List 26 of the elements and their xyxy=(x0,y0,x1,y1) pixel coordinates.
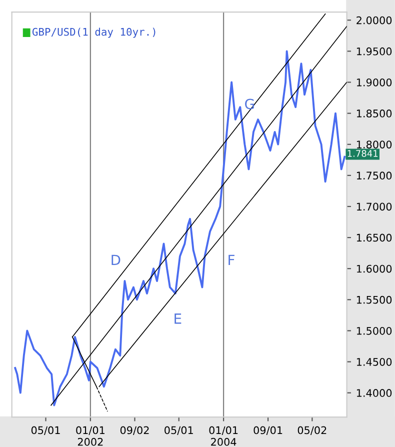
annotation: 1.7841 xyxy=(348,150,378,157)
y-tick-label: 1.9500 xyxy=(356,47,392,56)
x-tick-label: 09/02 xyxy=(120,426,149,435)
y-tick-label: 1.4000 xyxy=(356,389,392,397)
x-tick-label: 09/01 xyxy=(254,426,282,435)
text: GBP/USD(1 day 10yr.) xyxy=(32,28,156,38)
y-tick-label: 1.5000 xyxy=(356,326,392,335)
y-tick-label: 1.5500 xyxy=(356,296,392,304)
y-tick-label: 1.7500 xyxy=(356,172,392,180)
annotation: F xyxy=(228,254,234,265)
annotation: G xyxy=(245,98,254,110)
y-tick-label: 1.8500 xyxy=(356,110,392,118)
x-tick-label: 05/01 xyxy=(164,426,193,435)
y-tick-label: 2.0000 xyxy=(356,16,392,24)
annotation: E xyxy=(174,314,182,324)
y-tick-label: 1.9000 xyxy=(356,78,392,86)
y-tick-label: 1.4500 xyxy=(356,358,392,366)
y-tick-label: 1.8000 xyxy=(356,140,392,148)
x-tick-label: 01/01 2002 xyxy=(76,426,104,446)
y-tick-label: 1.6500 xyxy=(356,234,392,242)
annotation: D xyxy=(112,254,120,265)
x-tick-label: 01/01 2004 xyxy=(209,426,238,446)
y-tick-label: 1.6000 xyxy=(356,264,392,273)
y-tick-label: 1.7000 xyxy=(356,202,392,211)
x-tick-label: 05/02 xyxy=(298,426,326,435)
x-tick-label: 05/01 xyxy=(31,426,60,435)
